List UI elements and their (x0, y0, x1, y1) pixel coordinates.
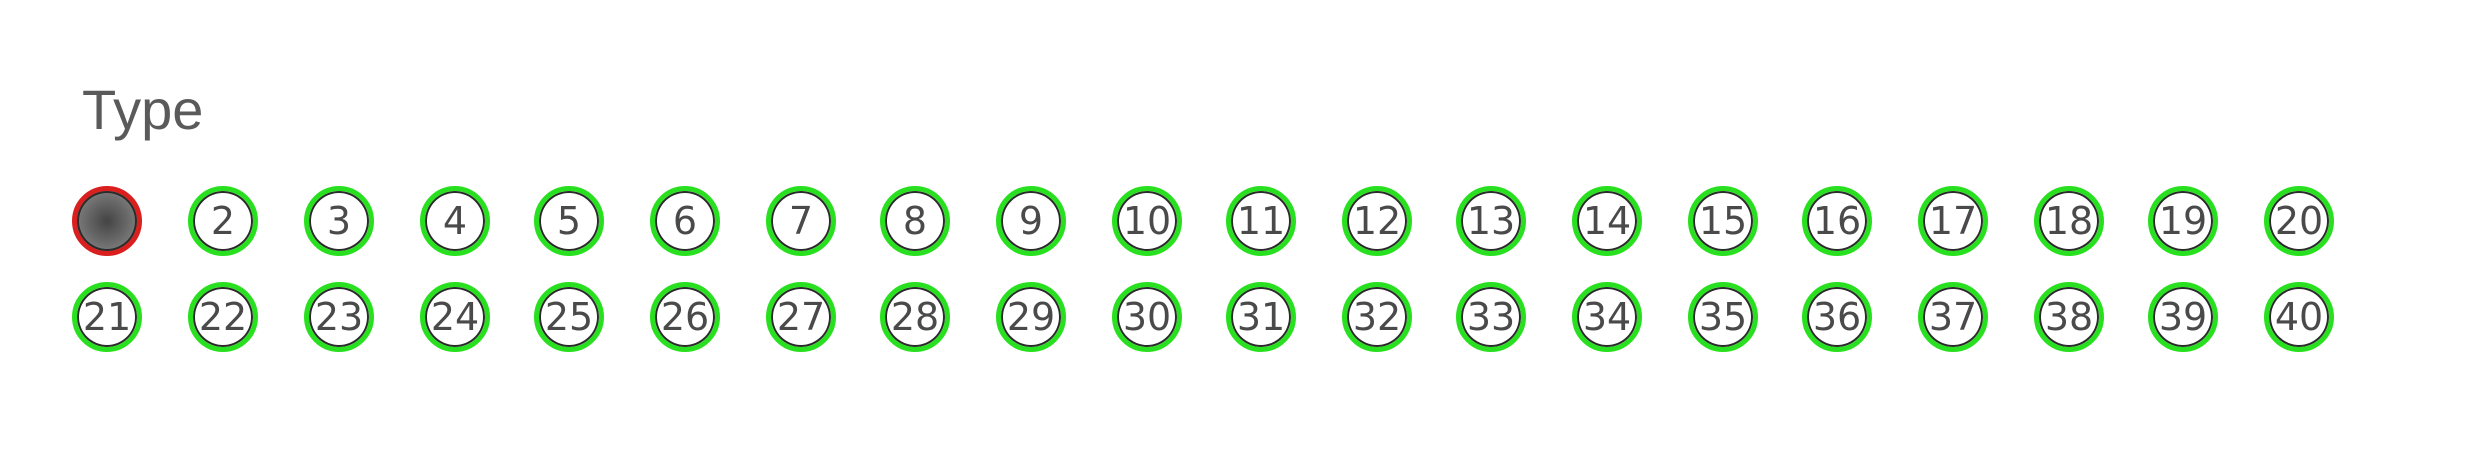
answer-bubble-18[interactable]: 18 (2034, 186, 2104, 256)
answer-bubble-label: 21 (82, 295, 132, 339)
answer-bubble-label: 35 (1698, 295, 1748, 339)
answer-bubble-35[interactable]: 35 (1688, 282, 1758, 352)
answer-bubble-label: 34 (1582, 295, 1632, 339)
answer-bubble-label: 10 (1122, 199, 1172, 243)
answer-bubble-40[interactable]: 40 (2264, 282, 2334, 352)
answer-bubble-label: 29 (1006, 295, 1056, 339)
answer-bubble-28[interactable]: 28 (880, 282, 950, 352)
answer-bubble-label: 4 (442, 199, 468, 243)
answer-bubble-label: 26 (660, 295, 710, 339)
answer-bubble-15[interactable]: 15 (1688, 186, 1758, 256)
answer-bubble-33[interactable]: 33 (1456, 282, 1526, 352)
answer-bubble-4[interactable]: 4 (420, 186, 490, 256)
answer-bubble-label: 11 (1236, 199, 1286, 243)
answer-bubble-24[interactable]: 24 (420, 282, 490, 352)
answer-bubble-34[interactable]: 34 (1572, 282, 1642, 352)
answer-bubble-label: 24 (430, 295, 480, 339)
answer-bubble-label: 31 (1236, 295, 1286, 339)
answer-bubble-16[interactable]: 16 (1802, 186, 1872, 256)
answer-bubble-label: 30 (1122, 295, 1172, 339)
answer-bubble-label: 37 (1928, 295, 1978, 339)
answer-bubble-22[interactable]: 22 (188, 282, 258, 352)
answer-bubble-6[interactable]: 6 (650, 186, 720, 256)
answer-bubble-21[interactable]: 21 (72, 282, 142, 352)
answer-bubble-label: 13 (1466, 199, 1516, 243)
answer-bubble-13[interactable]: 13 (1456, 186, 1526, 256)
answer-bubble-31[interactable]: 31 (1226, 282, 1296, 352)
answer-bubble-label: 40 (2274, 295, 2324, 339)
answer-bubble-label: 27 (776, 295, 826, 339)
answer-bubble-label: 32 (1352, 295, 1402, 339)
answer-bubble-label: 2 (210, 199, 236, 243)
answer-bubble-1[interactable] (72, 186, 142, 256)
answer-bubble-37[interactable]: 37 (1918, 282, 1988, 352)
answer-bubble-label: 14 (1582, 199, 1632, 243)
answer-bubble-label: 5 (556, 199, 582, 243)
answer-bubble-label: 6 (672, 199, 698, 243)
answer-bubble-label: 38 (2044, 295, 2094, 339)
answer-bubble-27[interactable]: 27 (766, 282, 836, 352)
answer-bubble-32[interactable]: 32 (1342, 282, 1412, 352)
answer-bubble-grid: 2 3 4 5 6 7 8 9 10 11 12 13 14 15 16 17 18 19 20 21 22 23 24 2… (72, 186, 2362, 378)
answer-bubble-12[interactable]: 12 (1342, 186, 1412, 256)
bubble-row-1: 2 3 4 5 6 7 8 9 10 11 12 13 14 15 16 17 18 19 20 (72, 186, 2362, 276)
answer-bubble-8[interactable]: 8 (880, 186, 950, 256)
answer-bubble-7[interactable]: 7 (766, 186, 836, 256)
answer-bubble-14[interactable]: 14 (1572, 186, 1642, 256)
answer-bubble-label: 9 (1018, 199, 1044, 243)
answer-bubble-30[interactable]: 30 (1112, 282, 1182, 352)
answer-bubble-label: 22 (198, 295, 248, 339)
answer-bubble-label: 20 (2274, 199, 2324, 243)
answer-bubble-11[interactable]: 11 (1226, 186, 1296, 256)
answer-bubble-label: 25 (544, 295, 594, 339)
answer-bubble-label: 16 (1812, 199, 1862, 243)
answer-bubble-2[interactable]: 2 (188, 186, 258, 256)
answer-bubble-20[interactable]: 20 (2264, 186, 2334, 256)
answer-bubble-19[interactable]: 19 (2148, 186, 2218, 256)
answer-bubble-label: 23 (314, 295, 364, 339)
answer-bubble-10[interactable]: 10 (1112, 186, 1182, 256)
bubble-row-2: 21 22 23 24 25 26 27 28 29 30 31 32 33 34 35 36 37 38 39 40 (72, 282, 2362, 372)
answer-bubble-17[interactable]: 17 (1918, 186, 1988, 256)
answer-bubble-23[interactable]: 23 (304, 282, 374, 352)
answer-bubble-25[interactable]: 25 (534, 282, 604, 352)
answer-bubble-38[interactable]: 38 (2034, 282, 2104, 352)
answer-bubble-label: 3 (326, 199, 352, 243)
section-title: Type (82, 78, 204, 141)
answer-bubble-label: 28 (890, 295, 940, 339)
answer-bubble-36[interactable]: 36 (1802, 282, 1872, 352)
answer-bubble-26[interactable]: 26 (650, 282, 720, 352)
answer-bubble-label: 15 (1698, 199, 1748, 243)
answer-bubble-label: 17 (1928, 199, 1978, 243)
answer-bubble-label: 12 (1352, 199, 1402, 243)
answer-bubble-3[interactable]: 3 (304, 186, 374, 256)
answer-bubble-39[interactable]: 39 (2148, 282, 2218, 352)
answer-bubble-29[interactable]: 29 (996, 282, 1066, 352)
answer-bubble-label: 18 (2044, 199, 2094, 243)
answer-bubble-label: 33 (1466, 295, 1516, 339)
answer-bubble-label: 19 (2158, 199, 2208, 243)
answer-bubble-5[interactable]: 5 (534, 186, 604, 256)
answer-bubble-9[interactable]: 9 (996, 186, 1066, 256)
answer-bubble-label: 7 (788, 199, 814, 243)
answer-bubble-label: 8 (902, 199, 928, 243)
answer-bubble-label: 39 (2158, 295, 2208, 339)
answer-bubble-label: 36 (1812, 295, 1862, 339)
